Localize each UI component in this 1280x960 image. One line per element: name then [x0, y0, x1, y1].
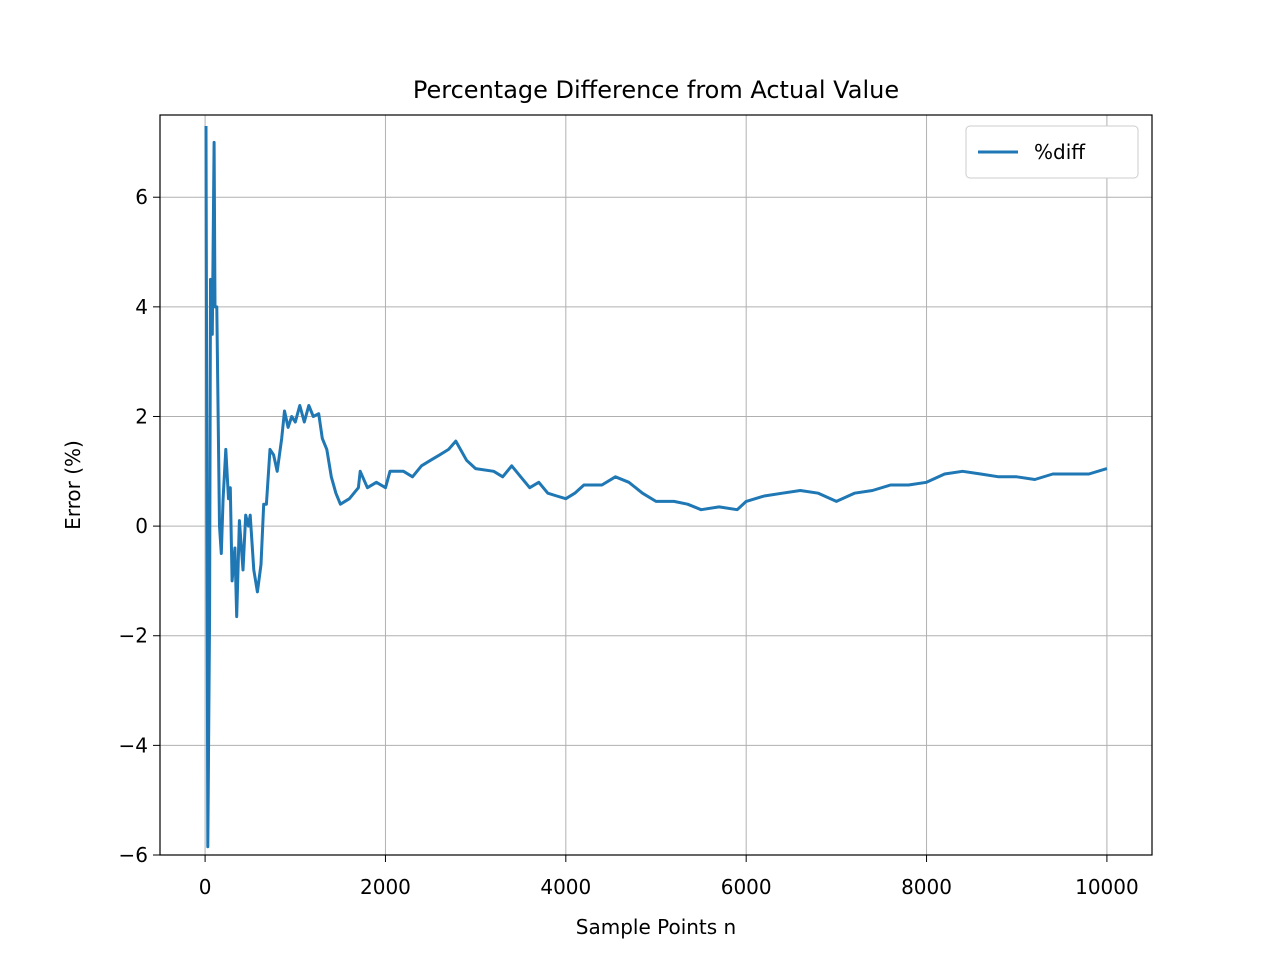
y-tick-label: −4 [119, 733, 148, 757]
x-tick-label: 2000 [360, 875, 411, 899]
legend-box [965, 125, 1139, 179]
y-tick-label: −2 [119, 624, 148, 648]
x-axis-label: Sample Points n [576, 915, 736, 939]
y-tick-label: 6 [135, 185, 148, 209]
x-tick-label: 10000 [1075, 875, 1139, 899]
y-axis-label: Error (%) [61, 440, 85, 530]
plot-frame [159, 114, 1153, 856]
y-tick-label: −6 [119, 843, 148, 867]
x-tick-label: 0 [199, 875, 212, 899]
data-line [204, 125, 1108, 849]
chart-title: Percentage Difference from Actual Value [413, 76, 899, 104]
x-tick-label: 6000 [721, 875, 772, 899]
y-tick-label: 0 [135, 514, 148, 538]
legend-label: %diff [1034, 140, 1086, 164]
x-tick-label: 8000 [901, 875, 952, 899]
y-tick-label: 4 [135, 295, 148, 319]
y-tick-label: 2 [135, 404, 148, 428]
x-tick-label: 4000 [540, 875, 591, 899]
